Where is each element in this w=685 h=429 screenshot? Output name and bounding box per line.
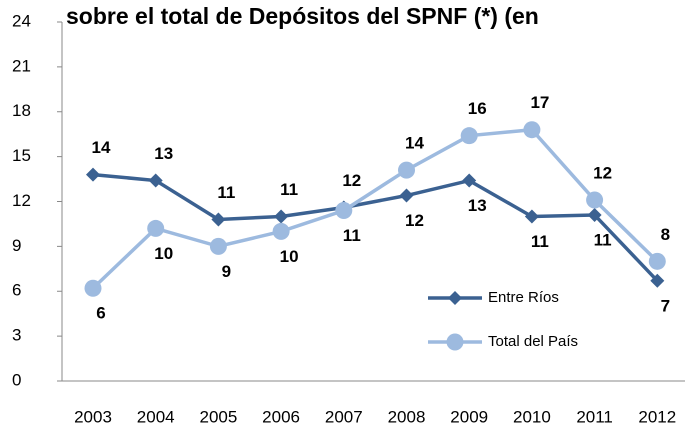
- x-tick-label: 2011: [576, 407, 613, 426]
- value-label: 11: [531, 232, 549, 251]
- value-label: 11: [280, 180, 298, 199]
- marker: [147, 219, 165, 237]
- x-tick-label: 2004: [137, 407, 175, 426]
- marker: [462, 173, 477, 188]
- chart-title: sobre el total de Depósitos del SPNF (*)…: [66, 3, 539, 29]
- marker: [524, 209, 539, 224]
- y-tick-label: 3: [12, 326, 21, 345]
- marker: [460, 127, 478, 145]
- x-tick-label: 2007: [325, 407, 363, 426]
- marker: [209, 237, 227, 255]
- value-label: 12: [342, 171, 361, 190]
- marker: [399, 188, 414, 203]
- series-line: [92, 172, 659, 282]
- x-tick-label: 2008: [388, 407, 426, 426]
- marker: [211, 212, 226, 227]
- marker: [86, 167, 100, 182]
- marker: [648, 252, 666, 270]
- y-tick-label: 0: [12, 370, 21, 389]
- marker: [274, 209, 289, 224]
- marker: [148, 173, 163, 188]
- y-tick-label: 15: [12, 146, 31, 165]
- x-tick-label: 2010: [513, 407, 551, 426]
- legend-label: Entre Ríos: [488, 289, 559, 306]
- marker: [586, 191, 604, 209]
- value-label: 11: [594, 230, 612, 249]
- value-label: 11: [343, 226, 361, 245]
- y-tick-label: 21: [12, 56, 31, 75]
- value-label: 10: [154, 244, 173, 263]
- y-tick-label: 12: [12, 191, 31, 210]
- x-tick-label: 2009: [450, 407, 488, 426]
- series-line: [91, 127, 659, 290]
- value-label: 7: [661, 296, 670, 315]
- marker: [84, 279, 102, 297]
- y-tick-label: 9: [12, 236, 21, 255]
- value-label: 11: [217, 183, 235, 202]
- marker: [335, 201, 353, 219]
- value-label: 12: [593, 163, 612, 182]
- legend-marker: [448, 291, 462, 305]
- y-tick-label: 6: [12, 281, 21, 300]
- x-tick-label: 2012: [638, 407, 676, 426]
- value-label: 13: [468, 196, 487, 215]
- marker: [587, 207, 602, 222]
- y-tick-label: 24: [12, 11, 31, 30]
- marker: [650, 273, 665, 288]
- value-label: 17: [530, 93, 549, 112]
- value-label: 14: [405, 134, 424, 153]
- x-tick-label: 2006: [262, 407, 300, 426]
- value-label: 14: [92, 138, 111, 157]
- marker: [523, 121, 541, 139]
- value-label: 8: [661, 225, 670, 244]
- value-label: 16: [468, 99, 487, 118]
- value-label: 12: [405, 211, 424, 230]
- y-tick-label: 18: [12, 101, 31, 120]
- legend-marker: [446, 333, 464, 351]
- value-label: 10: [280, 247, 299, 266]
- x-tick-label: 2003: [74, 407, 112, 426]
- marker: [398, 161, 415, 179]
- legend-label: Total del País: [488, 333, 578, 350]
- value-label: 13: [154, 144, 173, 163]
- marker: [272, 222, 290, 240]
- value-label: 9: [222, 262, 231, 281]
- x-tick-label: 2005: [199, 407, 237, 426]
- value-label: 6: [96, 304, 105, 323]
